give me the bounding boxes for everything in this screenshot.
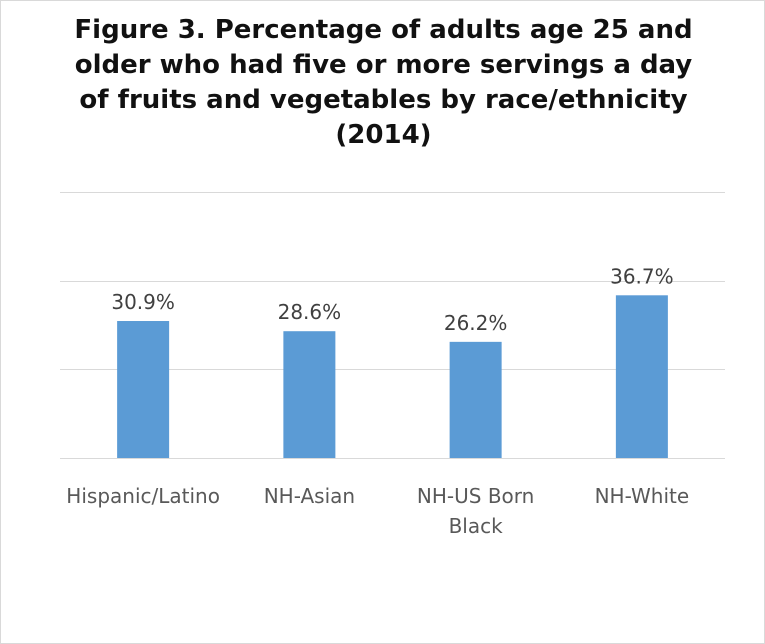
category-tick-label-line: NH-Asian: [264, 484, 355, 508]
category-tick-label-line: NH-White: [595, 484, 690, 508]
data-label: 28.6%: [278, 300, 342, 324]
category-tick-label-line: Hispanic/Latino: [66, 484, 220, 508]
bar: [449, 341, 502, 458]
chart-title-line: of fruits and vegetables by race/ethnici…: [79, 85, 688, 115]
category-tick-label-line: Black: [449, 514, 504, 538]
category-tick-label: NH-US Born Black: [417, 484, 534, 538]
data-label: 30.9%: [111, 290, 175, 314]
data-label: 36.7%: [610, 264, 674, 288]
chart-title-line: Figure 3. Percentage of adults age 25 an…: [74, 15, 693, 45]
bar: [117, 321, 170, 458]
chart-title: Figure 3. Percentage of adults age 25 an…: [41, 13, 726, 153]
chart-title-line: (2014): [335, 120, 432, 150]
data-label: 26.2%: [444, 311, 508, 335]
chart-title-line: older who had five or more servings a da…: [74, 50, 693, 80]
category-tick-label-line: NH-US Born: [417, 484, 534, 508]
category-tick-label: Hispanic/Latino: [66, 484, 220, 508]
bar: [283, 331, 336, 458]
category-tick-label: NH-Asian: [264, 484, 355, 508]
bar: [615, 295, 668, 458]
category-tick-label: NH-White: [595, 484, 690, 508]
